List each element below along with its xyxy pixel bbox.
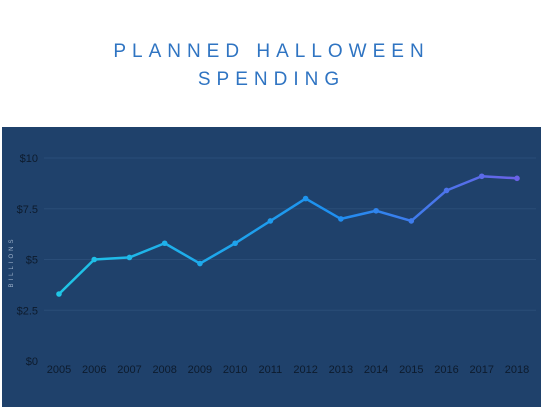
x-tick-label: 2018 bbox=[505, 364, 529, 376]
x-tick-label: 2011 bbox=[259, 364, 283, 376]
data-point bbox=[126, 254, 133, 261]
y-tick-label: $2.5 bbox=[17, 305, 38, 317]
x-tick-label: 2008 bbox=[152, 364, 176, 376]
data-point bbox=[302, 195, 309, 202]
data-point bbox=[408, 218, 415, 224]
data-point bbox=[373, 207, 379, 214]
series-line bbox=[58, 175, 518, 295]
chart-title-line-2: SPENDING bbox=[197, 69, 346, 90]
x-axis-ticks: 2005 2006 2007 2008 2009 2010 2011 2012 2013 2014… bbox=[47, 364, 529, 376]
x-tick-label: 2010 bbox=[223, 364, 247, 376]
data-point bbox=[338, 216, 344, 222]
plot-panel bbox=[2, 127, 541, 407]
data-point bbox=[161, 240, 168, 247]
x-tick-label: 2017 bbox=[470, 364, 494, 376]
y-tick-label: $0 bbox=[26, 356, 38, 368]
x-tick-label: 2014 bbox=[364, 364, 388, 376]
data-point bbox=[56, 291, 62, 297]
y-axis-label: BILLIONS bbox=[9, 236, 15, 287]
x-tick-label: 2007 bbox=[117, 364, 141, 376]
data-point bbox=[267, 218, 274, 224]
data-point bbox=[232, 240, 238, 247]
chart-title: PLANNED HALLOWEEN SPENDING bbox=[0, 38, 543, 94]
x-tick-label: 2016 bbox=[434, 364, 458, 376]
data-points bbox=[56, 173, 520, 297]
data-point bbox=[514, 175, 520, 182]
data-point bbox=[478, 173, 485, 180]
y-tick-label: $10 bbox=[20, 153, 38, 165]
x-tick-label: 2005 bbox=[47, 364, 71, 376]
y-tick-label: $7.5 bbox=[17, 204, 38, 216]
data-point bbox=[197, 260, 203, 267]
x-tick-label: 2009 bbox=[188, 364, 212, 376]
grid-lines bbox=[44, 157, 536, 311]
y-axis-ticks: $0 $2.5 $5 $7.5 $10 bbox=[17, 153, 38, 368]
chart-title-line-1: PLANNED HALLOWEEN bbox=[113, 41, 430, 62]
x-tick-label: 2013 bbox=[329, 364, 353, 376]
data-point bbox=[91, 256, 98, 263]
y-tick-label: $5 bbox=[26, 255, 38, 267]
data-point bbox=[443, 187, 450, 194]
x-tick-label: 2015 bbox=[399, 364, 423, 376]
x-tick-label: 2006 bbox=[82, 364, 106, 376]
x-tick-label: 2012 bbox=[293, 364, 317, 376]
